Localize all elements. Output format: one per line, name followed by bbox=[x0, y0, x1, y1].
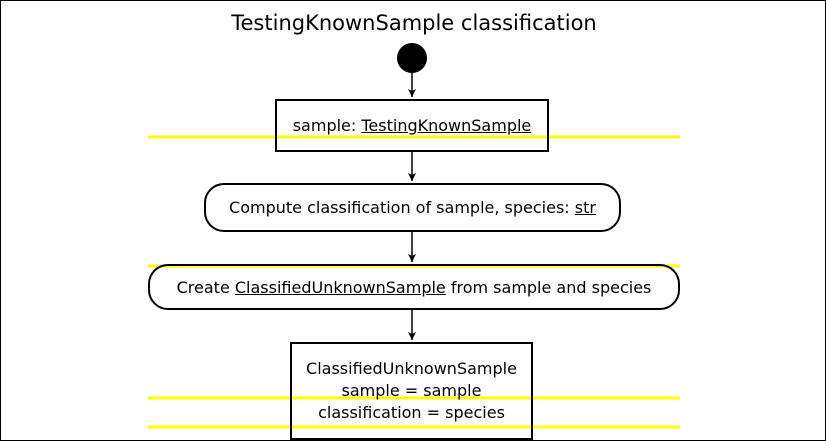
object-node-result-attr-classification: classification = species bbox=[318, 403, 505, 422]
action-node-create: Create ClassifiedUnknownSample from samp… bbox=[148, 264, 680, 310]
object-node-sample: sample: TestingKnownSample bbox=[275, 99, 549, 152]
object-node-sample-prefix: sample: bbox=[292, 116, 362, 135]
action-node-create-suffix: from sample and species bbox=[445, 277, 652, 297]
object-node-result-attr-sample: sample = sample bbox=[341, 381, 482, 400]
action-node-compute-prefix: Compute classification of sample, specie… bbox=[229, 198, 575, 217]
initial-node bbox=[397, 43, 427, 73]
object-node-result-lines: ClassifiedUnknownSample sample = sample … bbox=[306, 358, 517, 424]
action-node-compute: Compute classification of sample, specie… bbox=[204, 183, 621, 232]
object-node-sample-type: TestingKnownSample bbox=[361, 116, 532, 135]
object-node-result-name: ClassifiedUnknownSample bbox=[306, 359, 517, 378]
action-node-compute-type: str bbox=[574, 198, 596, 217]
action-node-create-prefix: Create bbox=[176, 277, 235, 297]
diagram-title: TestingKnownSample classification bbox=[231, 11, 597, 35]
object-node-result: ClassifiedUnknownSample sample = sample … bbox=[290, 342, 533, 440]
action-node-create-type: ClassifiedUnknownSample bbox=[234, 277, 446, 297]
